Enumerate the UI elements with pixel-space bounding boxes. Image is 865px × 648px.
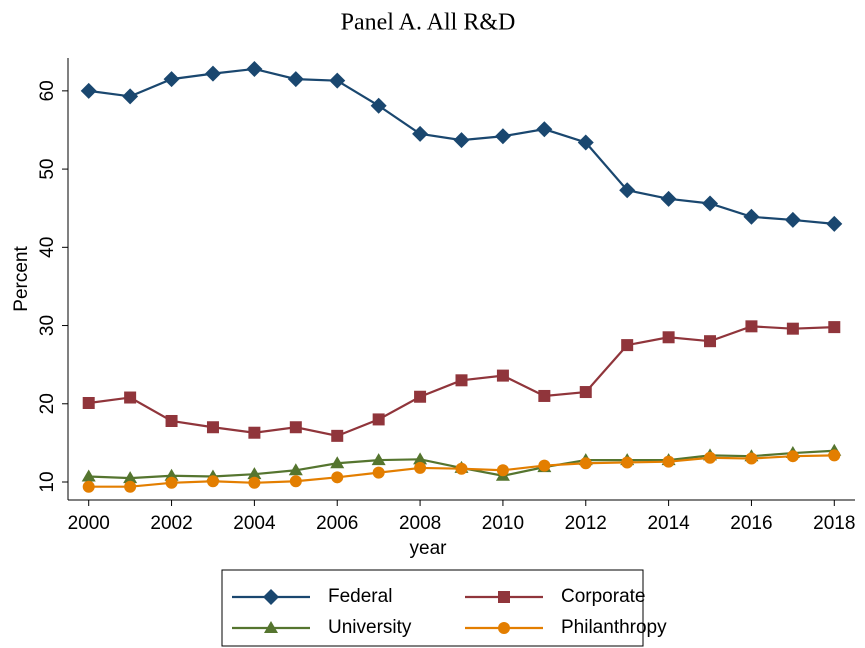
marker — [246, 60, 263, 77]
marker — [704, 451, 717, 464]
marker — [743, 208, 760, 225]
legend-label: Corporate — [561, 586, 646, 607]
marker — [786, 322, 799, 335]
marker — [826, 215, 843, 232]
marker — [371, 453, 386, 466]
marker — [331, 429, 344, 442]
x-axis-label: year — [410, 538, 448, 559]
x-tick-label: 2004 — [233, 513, 276, 534]
marker — [579, 457, 592, 470]
y-tick-label: 20 — [37, 393, 58, 414]
marker — [745, 452, 758, 465]
marker — [662, 331, 675, 344]
marker — [498, 591, 510, 603]
y-tick-label: 40 — [37, 237, 58, 258]
x-tick-label: 2002 — [150, 513, 192, 534]
marker — [123, 471, 138, 484]
x-tick-label: 2018 — [813, 513, 855, 534]
marker — [372, 466, 385, 479]
marker — [621, 339, 634, 352]
marker — [786, 450, 799, 463]
y-axis-label: Percent — [11, 246, 32, 312]
marker — [455, 374, 468, 387]
marker — [288, 463, 303, 476]
marker — [828, 449, 841, 462]
marker — [122, 88, 139, 105]
marker — [784, 211, 801, 228]
marker — [704, 335, 717, 348]
marker — [165, 476, 178, 489]
legend-label: Philanthropy — [561, 617, 667, 638]
y-tick-label: 60 — [37, 80, 58, 101]
marker — [412, 125, 429, 142]
marker — [248, 476, 261, 489]
marker — [289, 421, 302, 434]
marker — [80, 82, 97, 99]
marker — [163, 71, 180, 88]
x-tick-label: 2000 — [68, 513, 110, 534]
marker — [413, 452, 428, 465]
marker — [453, 132, 470, 149]
y-tick-label: 30 — [37, 315, 58, 336]
marker — [494, 128, 511, 145]
marker — [82, 396, 95, 409]
marker — [165, 414, 178, 427]
marker — [164, 468, 179, 481]
x-tick-label: 2010 — [482, 513, 524, 534]
legend-label: Federal — [328, 586, 392, 607]
marker — [82, 480, 95, 493]
marker — [263, 589, 279, 605]
marker — [204, 65, 221, 82]
marker — [496, 464, 509, 477]
marker — [745, 320, 758, 333]
x-tick-label: 2008 — [399, 513, 441, 534]
marker — [498, 622, 510, 634]
marker — [124, 480, 137, 493]
x-tick-label: 2006 — [316, 513, 358, 534]
chart-title: Panel A. All R&D — [341, 10, 516, 36]
marker — [372, 413, 385, 426]
marker — [621, 456, 634, 469]
marker — [248, 426, 261, 439]
marker — [577, 134, 594, 151]
marker — [496, 369, 509, 382]
x-tick-label: 2012 — [565, 513, 607, 534]
y-tick-label: 50 — [37, 159, 58, 180]
marker — [331, 471, 344, 484]
marker — [702, 195, 719, 212]
marker — [536, 121, 553, 138]
marker — [287, 71, 304, 88]
marker — [538, 459, 551, 472]
marker — [124, 391, 137, 404]
marker — [289, 475, 302, 488]
marker — [538, 389, 551, 402]
marker — [81, 469, 96, 482]
y-tick-label: 10 — [37, 471, 58, 492]
legend-label: University — [328, 617, 412, 638]
marker — [455, 462, 468, 475]
marker — [206, 475, 219, 488]
marker — [660, 190, 677, 207]
marker — [414, 390, 427, 403]
marker — [247, 467, 262, 480]
marker — [828, 321, 841, 334]
marker — [414, 461, 427, 474]
marker — [370, 97, 387, 114]
marker — [662, 455, 675, 468]
legend-box — [221, 569, 644, 647]
marker — [206, 421, 219, 434]
marker — [330, 456, 345, 469]
marker — [619, 182, 636, 199]
marker — [264, 621, 278, 633]
marker — [579, 386, 592, 399]
marker — [329, 72, 346, 89]
x-tick-label: 2014 — [647, 513, 690, 534]
x-tick-label: 2016 — [730, 513, 772, 534]
